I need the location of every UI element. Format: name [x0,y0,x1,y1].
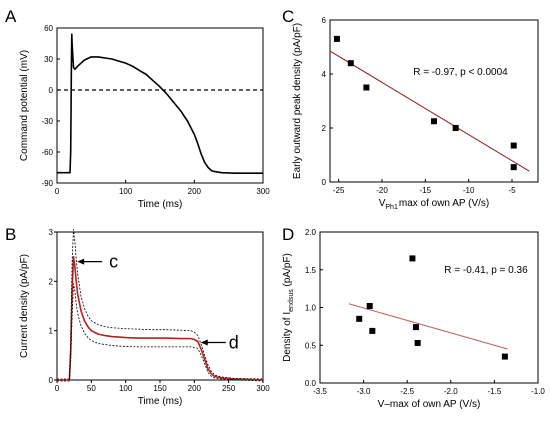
x-tick-label: 150 [153,384,167,393]
callout-arrowhead-c [77,258,85,265]
data-point [412,324,419,331]
x-tick-label: -2.5 [400,387,414,396]
correlation-annotation: R = -0.41, p = 0.36 [444,265,528,276]
x-axis-label: V–max of own AP (V/s) [378,399,481,410]
data-point [356,315,363,322]
action-potential-trace [57,33,263,174]
x-axis-label: VPh1max of own AP (V/s) [379,198,490,211]
x-tick-label: 300 [256,384,270,393]
panel-label: C [282,7,294,26]
x-tick-label: -1.0 [531,387,545,396]
x-tick-label: -3.5 [313,387,327,396]
data-point [409,255,416,262]
x-tick-label: -1.5 [488,387,502,396]
y-tick-label: -30 [41,117,53,126]
data-point [510,142,517,149]
y-tick-label: 1.0 [305,304,317,313]
callout-label-c: c [109,252,118,272]
data-point [510,164,517,171]
x-tick-label: -25 [333,186,345,195]
y-tick-label: 0 [322,178,327,187]
panel-label: B [5,225,16,244]
x-tick-label: 200 [188,187,202,196]
data-point [363,84,370,91]
plot-frame [329,19,539,183]
y-axis-label: Early outward peak density (pA/pF) [292,23,303,179]
y-label-rest: (pA/pF) [282,253,293,289]
y-tick-label: 2 [322,124,327,133]
sem-bound-trace [57,283,264,382]
y-tick-label: 2.0 [305,228,317,237]
plot-frame [56,231,264,381]
data-point [369,327,376,334]
panel-d: D -3.5 -3.0 -2.5 -2.0 -1.5 -1.0 0.0 0.5 1.0 1.5 2.0… [282,225,545,410]
y-tick-label: 0.0 [305,379,317,388]
mean-current-trace [57,255,264,381]
x-tick-label: -3.0 [357,387,371,396]
y-label-main: Density of I [282,312,293,362]
x-tick-label: -10 [463,186,475,195]
panel-label: A [5,7,17,26]
x-tick-label: 0 [55,187,60,196]
x-tick-label: -20 [376,186,388,195]
y-tick-label: -60 [41,148,53,157]
x-axis-label: Time (ms) [138,199,183,210]
callout-arrowhead-d [200,339,208,346]
y-tick-label: 2 [49,277,54,286]
regression-line [348,303,508,350]
y-axis-label: Density of Iendsus (pA/pF) [282,253,295,362]
y-tick-label: 30 [44,55,53,64]
y-tick-label: 1 [49,327,54,336]
y-tick-label: 60 [44,24,53,33]
data-point [347,60,354,67]
x-label-subscript: Ph1 [385,204,398,211]
data-point [366,302,373,309]
y-tick-label: 0 [49,376,54,385]
x-tick-label: 250 [222,384,236,393]
y-axis-label: Command potential (mV) [19,50,30,161]
x-tick-label: 50 [87,384,96,393]
y-tick-label: -90 [41,179,53,188]
panel-label: D [282,225,294,244]
panel-c: C -25 -20 -15 -10 -5 0 2 4 6 VPh1max of own AP (V/… [282,7,539,211]
data-point [452,125,459,131]
y-tick-label: 6 [322,16,327,25]
x-tick-label: -2.0 [444,387,458,396]
x-tick-label: 200 [188,384,202,393]
x-label-main: V [379,198,386,209]
y-axis-label: Current density (pA/pF) [19,254,30,358]
x-tick-label: 0 [55,384,60,393]
panel-a: A 0 100 200 300 -90 -60 -30 0 30 60 Time (ms) Comman… [5,7,270,210]
x-tick-label: 300 [256,187,270,196]
correlation-annotation: R = -0.97, p < 0.0004 [413,67,508,78]
y-tick-label: 0 [49,86,54,95]
y-tick-label: 0.5 [305,341,317,350]
data-point [501,353,508,360]
sem-bound-trace [57,229,264,380]
plot-frame [319,231,539,384]
x-label-rest: max of own AP (V/s) [399,198,489,209]
x-axis-label: Time (ms) [138,396,183,407]
regression-line [329,50,530,172]
y-label-subscript: endsus [288,289,295,312]
data-point [414,339,421,346]
x-tick-label: -15 [420,186,432,195]
data-point [333,35,340,42]
y-tick-label: 3 [49,228,54,237]
x-tick-label: 100 [119,187,133,196]
plot-frame [56,27,264,184]
x-tick-label: 100 [119,384,133,393]
x-tick-label: -5 [508,186,516,195]
panel-b: B 0 50 100 150 200 250 300 0 1 2 3 Time (ms) Current … [5,225,270,407]
callout-label-d: d [229,333,239,353]
data-point [431,118,437,125]
y-tick-label: 1.5 [305,266,317,275]
y-tick-label: 4 [322,70,327,79]
